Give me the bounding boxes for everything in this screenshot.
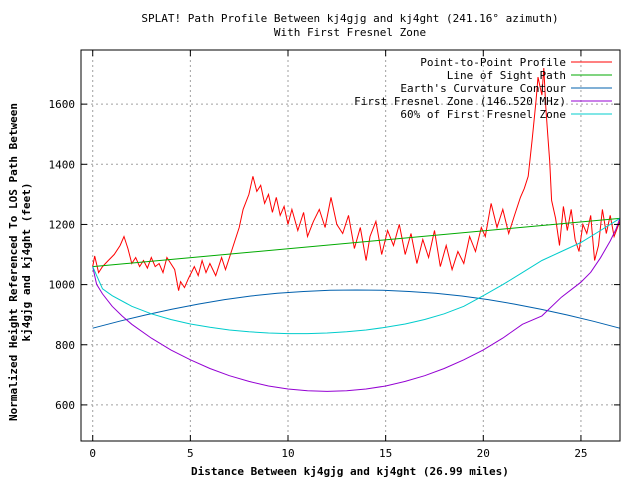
x-tick-label: 15 [379, 447, 392, 460]
series-line-3 [92, 218, 621, 392]
x-tick-label: 0 [89, 447, 96, 460]
x-axis-label: Distance Between kj4gjg and kj4ght (26.9… [191, 465, 509, 478]
y-tick-label: 600 [55, 399, 75, 412]
x-tick-label: 20 [477, 447, 490, 460]
y-tick-label: 1600 [49, 98, 76, 111]
axis-ticks: 0 5 10 15 20 25 600 800 1000 1200 1400 1600 [49, 50, 620, 460]
y-tick-label: 800 [55, 339, 75, 352]
x-tick-label: 25 [574, 447, 587, 460]
grid-lines [81, 50, 620, 441]
legend-label-0: Point-to-Point Profile [420, 56, 566, 69]
y-axis-label-line2: kj4gjg and kj4ght (feet) [20, 183, 33, 342]
y-axis-label-line1: Normalized Height Referenced To LOS Path… [7, 103, 20, 421]
legend-label-1: Line of Sight Path [447, 69, 566, 82]
y-tick-label: 1400 [49, 158, 76, 171]
legend-label-3: First Fresnel Zone (146.520 MHz) [354, 95, 566, 108]
x-tick-label: 10 [281, 447, 294, 460]
y-tick-label: 1000 [49, 279, 76, 292]
plot-border [80, 49, 621, 442]
x-tick-label: 5 [187, 447, 194, 460]
legend-label-2: Earth's Curvature Contour [400, 82, 566, 95]
series-line-1 [92, 217, 620, 268]
legend-label-4: 60% of First Fresnel Zone [400, 108, 566, 121]
series-line-2 [92, 289, 620, 329]
y-tick-label: 1200 [49, 218, 76, 231]
series-line-0 [92, 67, 621, 291]
chart-subtitle: With First Fresnel Zone [274, 26, 426, 39]
data-series [92, 67, 621, 392]
chart-title: SPLAT! Path Profile Between kj4gjg and k… [141, 12, 558, 25]
series-line-4 [92, 217, 621, 335]
